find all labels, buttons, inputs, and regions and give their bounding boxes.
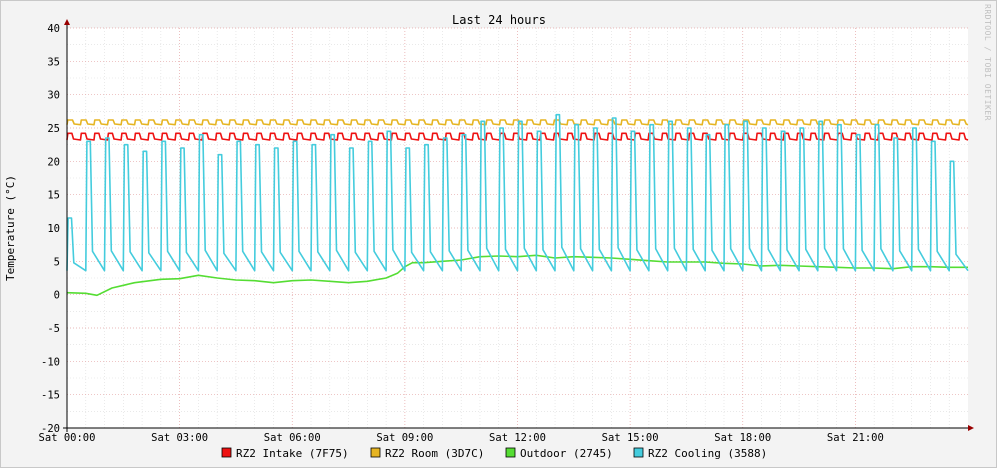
legend-swatch (505, 447, 516, 458)
watermark: RRDTOOL / TOBI OETIKER (983, 4, 992, 121)
y-tick-label: 30 (47, 90, 60, 102)
y-tick-label: -15 (41, 390, 60, 402)
x-tick-label: Sat 00:00 (39, 432, 96, 444)
legend-swatch (221, 447, 232, 458)
series-line-4 (66, 113, 969, 272)
legend-label: RZ2 Cooling (3588) (648, 447, 767, 460)
x-tick-label: Sat 18:00 (714, 432, 771, 444)
legend: RZ2 Intake (7F75) RZ2 Room (3D7C) Outdoor … (221, 447, 767, 460)
y-tick-label: 0 (54, 290, 60, 302)
x-tick-label: Sat 21:00 (827, 432, 884, 444)
x-tick-label: Sat 03:00 (151, 432, 208, 444)
legend-label: RZ2 Room (3D7C) (385, 447, 484, 460)
y-tick-label: 5 (54, 256, 60, 268)
x-tick-label: Sat 09:00 (376, 432, 433, 444)
y-tick-label: 15 (47, 190, 60, 202)
y-tick-label: 40 (47, 23, 60, 35)
x-tick-label: Sat 12:00 (489, 432, 546, 444)
y-tick-label: -5 (47, 323, 60, 335)
y-tick-label: 25 (47, 123, 60, 135)
legend-label: Outdoor (2745) (520, 447, 613, 460)
y-tick-label: 10 (47, 223, 60, 235)
series-layer (66, 113, 969, 297)
axes (63, 19, 974, 432)
y-tick-label: -20 (41, 423, 60, 435)
legend-label: RZ2 Intake (7F75) (236, 447, 349, 460)
chart-title: Last 24 hours (452, 13, 546, 27)
y-tick-label: -10 (41, 356, 60, 368)
legend-swatch (370, 447, 381, 458)
legend-swatch (633, 447, 644, 458)
x-axis-arrow (968, 425, 974, 431)
y-tick-label: 20 (47, 156, 60, 168)
x-tick-label: Sat 15:00 (602, 432, 659, 444)
y-axis-arrow (64, 19, 70, 25)
y-tick-labels: 40 35 30 25 20 15 10 5 0 -5 -10 -15 -20 (41, 23, 60, 435)
y-axis-label: Temperature (°C) (4, 175, 17, 281)
x-tick-label: Sat 06:00 (264, 432, 321, 444)
x-tick-labels: Sat 00:00 Sat 03:00 Sat 06:00 Sat 09:00 Sat … (39, 432, 884, 444)
grid (66, 27, 968, 429)
y-tick-label: 35 (47, 56, 60, 68)
